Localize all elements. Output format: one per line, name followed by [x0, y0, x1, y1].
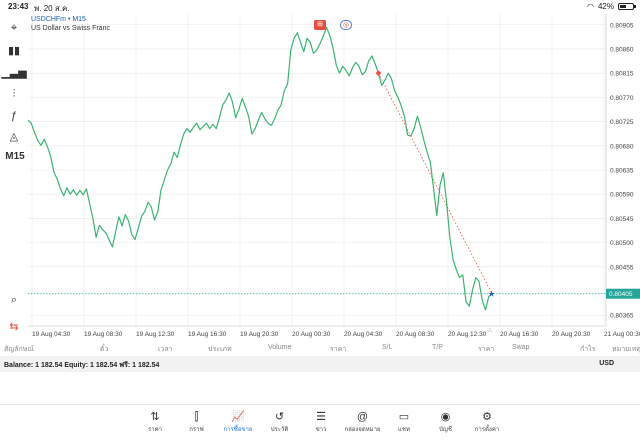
history-icon: ↺: [274, 411, 285, 423]
column-header: กำไร: [580, 346, 596, 353]
bottom-tab-bar: ⇅ ราคา ⫿ กราฟ 📈 การซื้อขาย ↺ ประวัติ ☰ ข่าว @ กล่อง…: [0, 404, 640, 447]
settings-icon: ⚙: [482, 411, 492, 423]
trend-end-marker: ★: [488, 290, 495, 299]
chart-canvas[interactable]: 0.80905 0.80860 0.80815 0.80770 0.80725 0.806…: [28, 14, 640, 346]
x-tick-label: 21 Aug 00:30: [604, 331, 640, 338]
mail-icon: @: [356, 411, 369, 423]
tab-label: กล่องจดหมาย: [344, 427, 381, 433]
column-header: สัญลักษณ์: [4, 346, 34, 353]
x-tick-label: 20 Aug 20:30: [552, 331, 591, 338]
shapes-icon[interactable]: ◬: [9, 130, 19, 143]
price-chart[interactable]: 0.80905 0.80860 0.80815 0.80770 0.80725 0.806…: [28, 14, 640, 346]
status-bar: 23:43 พ. 20 ส.ค. ◠ 42%: [0, 0, 640, 14]
x-tick-label: 20 Aug 04:30: [344, 331, 383, 338]
column-header: Volume: [268, 344, 292, 351]
tab-chat[interactable]: ▭ แชท: [381, 410, 427, 434]
x-tick-label: 20 Aug 12:30: [448, 331, 487, 338]
x-tick-label: 19 Aug 20:30: [240, 331, 279, 338]
one-click-trade-icon[interactable]: ⊞: [314, 20, 326, 30]
tab-label: ข่าว: [315, 427, 327, 433]
y-tick-label: 0.80905: [610, 22, 634, 29]
y-tick-label: 0.80455: [610, 264, 634, 271]
candles-icon[interactable]: ▮▮: [7, 44, 21, 57]
status-right: ◠ 42%: [587, 2, 636, 11]
volume-bars-icon[interactable]: ▁▃▅: [1, 66, 27, 79]
y-tick-label: 0.80365: [610, 313, 634, 320]
tab-quotes[interactable]: ⇅ ราคา: [132, 410, 178, 434]
tab-account[interactable]: ◉ บัญชี: [423, 410, 469, 434]
tab-trade[interactable]: 📈 การซื้อขาย: [215, 410, 261, 434]
x-tick-label: 19 Aug 04:30: [32, 331, 71, 338]
status-time: 23:43: [8, 2, 29, 11]
x-tick-label: 19 Aug 12:30: [136, 331, 175, 338]
y-tick-label: 0.80860: [610, 46, 634, 53]
current-price-label: 0.80405: [609, 291, 633, 298]
x-tick-label: 19 Aug 16:30: [188, 331, 227, 338]
y-tick-label: 0.80725: [610, 119, 634, 126]
x-tick-label: 20 Aug 16:30: [500, 331, 539, 338]
tab-history[interactable]: ↺ ประวัติ: [257, 410, 303, 434]
y-tick-label: 0.80500: [610, 240, 634, 247]
chat-icon: ▭: [398, 411, 410, 423]
trend-start-marker: [375, 70, 382, 77]
tab-settings[interactable]: ⚙ การตั้งค่า: [464, 410, 510, 434]
x-tick-label: 20 Aug 08:30: [396, 331, 435, 338]
column-header: ราคา: [478, 346, 495, 353]
tab-label: การซื้อขาย: [223, 427, 253, 433]
tab-label: บัญชี: [439, 427, 452, 433]
account-icon: ◉: [440, 411, 451, 423]
trade-icon[interactable]: ⇆: [9, 320, 19, 333]
status-date: พ. 20 ส.ค.: [34, 4, 70, 13]
tab-label: กราฟ: [189, 427, 204, 433]
column-header: หมายเหตุ: [612, 346, 640, 353]
x-tick-label: 20 Aug 00:30: [292, 331, 331, 338]
column-header: ตั๋ว: [100, 346, 109, 353]
tab-label: การตั้งค่า: [474, 427, 500, 433]
time-marker-icon: △: [488, 327, 492, 333]
balance-text: Balance: 1 182.54 Equity: 1 182.54 ฟรี: …: [4, 362, 160, 369]
y-tick-label: 0.80545: [610, 216, 634, 223]
wifi-icon: ◠: [587, 2, 594, 11]
chart-toolbar: ⌖ ▮▮ ▁▃▅ ⫶ ƒ ◬ M15 ⌕ ⇆: [0, 14, 28, 344]
chart-symbol: USDCHFm • M15: [31, 16, 86, 23]
trade-icon: 📈: [231, 411, 245, 423]
column-header: เวลา: [158, 346, 173, 353]
battery-icon: [618, 3, 636, 10]
price-line-series: [28, 26, 493, 311]
balance-row: Balance: 1 182.54 Equity: 1 182.54 ฟรี: …: [0, 356, 640, 372]
y-tick-label: 0.80680: [610, 143, 634, 150]
y-tick-label: 0.80635: [610, 168, 634, 175]
tab-label: แชท: [398, 427, 410, 433]
trend-line: [378, 72, 493, 294]
tab-news[interactable]: ☰ ข่าว: [298, 410, 344, 434]
function-icon[interactable]: ƒ: [10, 110, 18, 122]
column-header: Swap: [512, 344, 530, 351]
column-header: ประเภท: [208, 346, 232, 353]
column-header: S/L: [382, 344, 393, 351]
indicators-icon[interactable]: ⫶: [12, 87, 16, 100]
crosshair-icon[interactable]: ⌖: [10, 21, 18, 34]
y-tick-label: 0.80590: [610, 192, 634, 199]
column-header: ราคา: [330, 346, 347, 353]
balance-currency: USD: [599, 360, 614, 367]
chart-mode-icon[interactable]: ◎: [340, 20, 352, 30]
tab-chart[interactable]: ⫿ กราฟ: [174, 410, 220, 434]
chart-description: US Dollar vs Swiss Franc: [31, 25, 110, 32]
y-tick-label: 0.80770: [610, 95, 634, 102]
trade-table-header: สัญลักษณ์ ตั๋ว เวลา ประเภท Volume ราคา S/L T/P ร…: [0, 341, 640, 355]
tab-label: ประวัติ: [270, 427, 289, 433]
chart-icon: ⫿: [194, 411, 199, 423]
y-tick-label: 0.80815: [610, 71, 634, 78]
news-icon: ☰: [316, 411, 326, 423]
x-tick-label: 19 Aug 08:30: [84, 331, 123, 338]
current-price-badge: [606, 288, 640, 299]
tab-label: ราคา: [148, 427, 162, 433]
column-header: T/P: [432, 344, 443, 351]
tab-mail[interactable]: @ กล่องจดหมาย: [340, 410, 386, 434]
zoom-icon[interactable]: ⌕: [10, 293, 18, 306]
quotes-icon: ⇅: [150, 411, 160, 423]
timeframe[interactable]: M15: [5, 150, 25, 162]
battery-percent: 42%: [597, 2, 614, 11]
